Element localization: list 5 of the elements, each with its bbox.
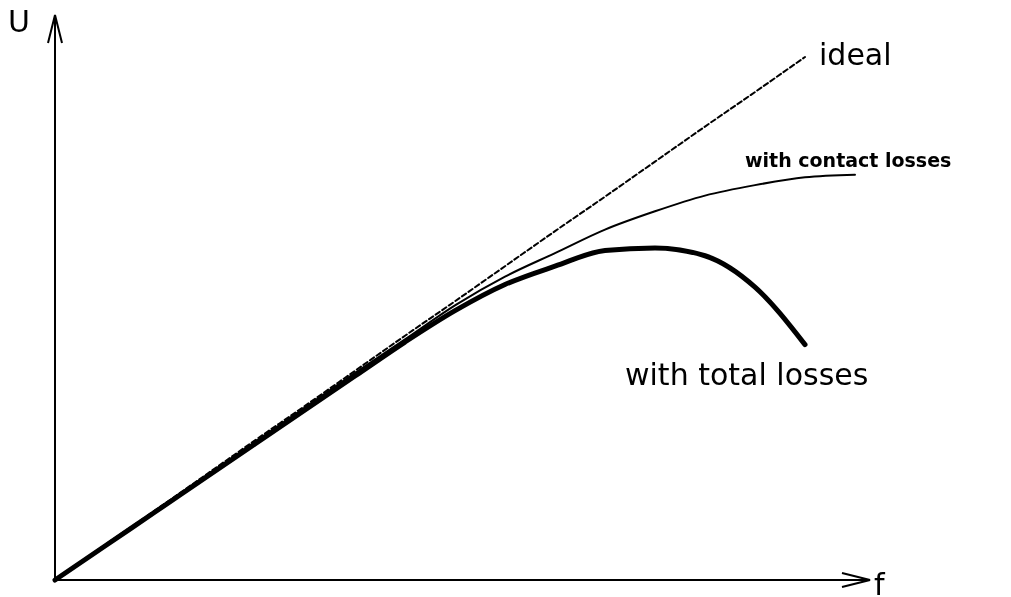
- text: with total losses: [625, 356, 869, 392]
- x-axis-title: f: [874, 567, 886, 597]
- series-label: with contact losses: [745, 148, 952, 171]
- series-label: ideal: [819, 37, 892, 72]
- y-axis-title: U: [8, 4, 30, 39]
